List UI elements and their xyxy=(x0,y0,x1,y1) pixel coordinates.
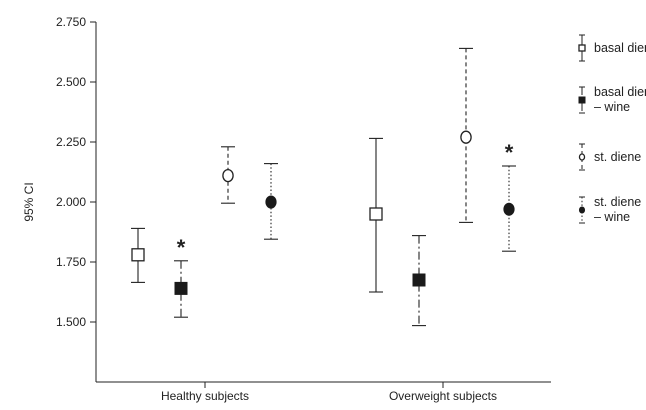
legend-marker xyxy=(578,206,586,214)
y-tick-label: 2.500 xyxy=(56,75,86,89)
error-bar-2-2 xyxy=(412,235,426,327)
error-bar-1-1 xyxy=(131,227,145,283)
mean-marker xyxy=(174,281,188,295)
error-bar-1-2 xyxy=(369,137,383,293)
legend-item-2: basal diene– wine xyxy=(578,85,646,114)
mean-marker xyxy=(222,168,234,183)
mean-marker xyxy=(369,207,383,221)
mean-marker xyxy=(460,130,472,144)
error-bar-3-2 xyxy=(459,47,473,223)
y-tick-label: 2.250 xyxy=(56,135,86,149)
legend-marker xyxy=(578,153,586,161)
error-bar-3-1 xyxy=(221,146,235,204)
y-tick-label: 2.750 xyxy=(56,15,86,29)
mean-marker xyxy=(503,202,515,216)
error-bar-4-2: * xyxy=(502,140,516,252)
legend: basal diene basal diene– wine st. diene st.… xyxy=(578,34,646,224)
legend-label: st. diene xyxy=(594,150,641,164)
error-bar-4-1 xyxy=(264,163,278,240)
significance-star: * xyxy=(505,140,514,165)
legend-label: basal diene– wine xyxy=(594,85,646,114)
plot-axes: 1.500 1.750 2.000 2.250 2.500 2.750 Healthy su… xyxy=(56,15,551,403)
y-axis-label: 95% CI xyxy=(22,182,36,221)
legend-label: basal diene xyxy=(594,41,646,55)
mean-marker xyxy=(412,273,426,287)
legend-marker xyxy=(578,96,586,104)
error-bar-2-1: * xyxy=(174,235,188,318)
significance-star: * xyxy=(177,235,186,260)
plot-marks: ** xyxy=(131,47,516,327)
legend-item-1: basal diene xyxy=(578,34,646,62)
legend-item-4: st. diene – wine xyxy=(578,195,641,224)
x-tick-label: Healthy subjects xyxy=(161,389,249,403)
y-tick-label: 1.500 xyxy=(56,315,86,329)
legend-marker xyxy=(578,44,586,52)
mean-marker xyxy=(131,248,145,262)
y-tick-label: 2.000 xyxy=(56,195,86,209)
x-tick-label: Overweight subjects xyxy=(389,389,497,403)
legend-label: st. diene – wine xyxy=(594,195,641,224)
legend-item-3: st. diene xyxy=(578,143,641,171)
mean-marker xyxy=(265,195,277,209)
y-tick-label: 1.750 xyxy=(56,255,86,269)
